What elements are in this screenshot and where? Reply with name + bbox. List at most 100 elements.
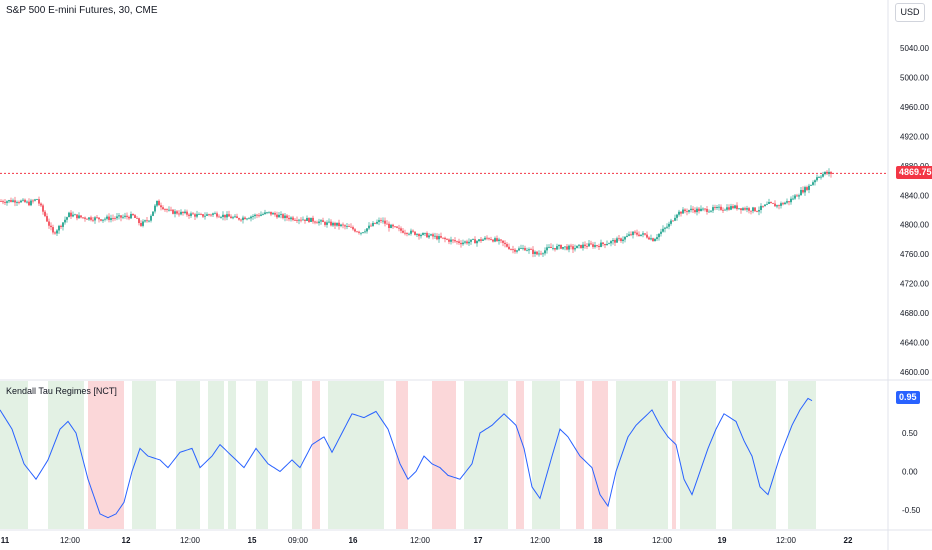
candle-body <box>380 220 382 221</box>
candle-body <box>720 206 722 210</box>
candle-body <box>302 219 304 221</box>
candle-body <box>256 214 258 216</box>
candle-body <box>252 216 254 217</box>
candle-body <box>538 253 540 255</box>
candle-body <box>530 249 532 251</box>
candle-body <box>84 217 86 219</box>
candle-body <box>726 207 728 210</box>
candle-body <box>724 209 726 211</box>
candle-body <box>26 201 28 203</box>
candle-body <box>508 246 510 250</box>
time-axis-ticks: 11 12:00 12 12:00 15 09:00 16 12:00 17 12:00 18 12:… <box>1 536 853 545</box>
candle-body <box>590 243 592 245</box>
candle-body <box>810 184 812 186</box>
candle-body <box>536 251 538 255</box>
candle-body <box>262 214 264 215</box>
candle-body <box>684 209 686 212</box>
candle-body <box>592 244 594 247</box>
candle-body <box>250 216 252 219</box>
candle-body <box>376 221 378 224</box>
candle-body <box>206 214 208 216</box>
candle-body <box>164 209 166 210</box>
candle-body <box>356 231 358 233</box>
candle-body <box>732 206 734 209</box>
price-tick-label: 4800.00 <box>900 221 929 230</box>
candle-body <box>484 237 486 240</box>
candle-body <box>126 215 128 217</box>
chart-title: S&P 500 E-mini Futures, 30, CME <box>6 5 158 16</box>
candle-body <box>34 199 36 201</box>
price-tick-label: 5040.00 <box>900 44 929 53</box>
candle-body <box>390 224 392 228</box>
candle-body <box>2 201 4 203</box>
candle-body <box>160 205 162 208</box>
currency-button[interactable]: USD <box>895 3 925 22</box>
candle-body <box>520 248 522 249</box>
regime-band-bull <box>616 381 668 529</box>
candle-body <box>572 246 574 250</box>
candle-body <box>8 200 10 202</box>
candle-body <box>610 241 612 244</box>
candle-body <box>330 221 332 226</box>
regime-band-bull <box>328 381 384 529</box>
candle-body <box>608 243 610 245</box>
regime-band-bull <box>208 381 224 529</box>
candle-body <box>598 245 600 248</box>
candle-body <box>56 230 58 234</box>
candle-body <box>556 246 558 250</box>
candle-body <box>646 234 648 238</box>
kendall-tau-line <box>0 397 813 519</box>
candle-body <box>638 234 640 236</box>
candle-body <box>296 220 298 221</box>
candle-body <box>82 217 84 219</box>
price-tick-label: 4840.00 <box>900 191 929 200</box>
price-tick-label: 4720.00 <box>900 280 929 289</box>
candle-body <box>322 220 324 223</box>
candle-body <box>554 247 556 250</box>
candle-body <box>792 198 794 200</box>
candle-body <box>688 210 690 212</box>
regime-band-bear <box>576 381 584 529</box>
candle-body <box>714 207 716 208</box>
candle-body <box>460 242 462 245</box>
candle-body <box>350 226 352 228</box>
candle-body <box>488 238 490 240</box>
candle-body <box>110 218 112 220</box>
price-tick-label: 4760.00 <box>900 250 929 259</box>
candle-body <box>672 220 674 222</box>
candle-body <box>596 245 598 246</box>
candle-body <box>506 244 508 247</box>
candle-body <box>478 239 480 242</box>
candle-body <box>588 243 590 247</box>
candle-body <box>486 237 488 239</box>
candle-body <box>780 203 782 206</box>
candle-body <box>52 227 54 233</box>
time-tick-label: 12:00 <box>410 536 431 545</box>
candle-body <box>156 200 158 206</box>
candle-body <box>696 208 698 213</box>
candle-body <box>618 238 620 240</box>
candle-body <box>58 225 60 231</box>
candle-body <box>300 219 302 221</box>
candle-body <box>98 217 100 220</box>
candle-body <box>642 233 644 235</box>
candle-body <box>790 198 792 203</box>
candle-body <box>418 234 420 237</box>
candle-body <box>0 201 2 202</box>
candle-body <box>12 200 14 202</box>
candle-body <box>560 245 562 249</box>
candle-body <box>678 211 680 215</box>
time-tick-label: 19 <box>718 536 727 545</box>
last-price-badge: 4869.75 <box>896 166 932 180</box>
candle-body <box>514 249 516 252</box>
candle-body <box>558 245 560 247</box>
candle-body <box>676 214 678 218</box>
candle-body <box>614 240 616 243</box>
candle-body <box>570 245 572 247</box>
candle-body <box>90 217 92 220</box>
candle-body <box>550 246 552 249</box>
indicator-tick-label: -0.50 <box>902 506 921 515</box>
regime-band-bull <box>0 381 28 529</box>
time-tick-label: 12 <box>122 536 131 545</box>
candle-body <box>368 225 370 229</box>
